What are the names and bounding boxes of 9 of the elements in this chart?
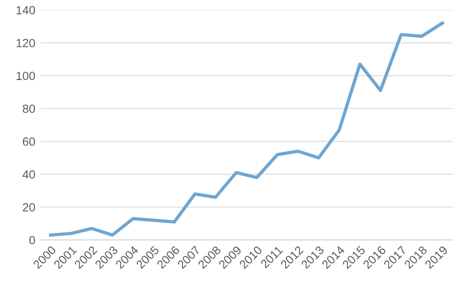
y-tick-label: 140 (16, 6, 35, 14)
y-tick-label: 120 (16, 38, 35, 48)
y-tick-label: 20 (22, 203, 35, 212)
y-tick-label: 80 (22, 104, 35, 113)
y-tick-label: 60 (22, 137, 35, 146)
line-series (49, 21, 444, 237)
y-tick-label: 100 (16, 72, 35, 80)
y-tick-label: 40 (22, 170, 35, 179)
y-tick-label: 0 (29, 236, 35, 244)
